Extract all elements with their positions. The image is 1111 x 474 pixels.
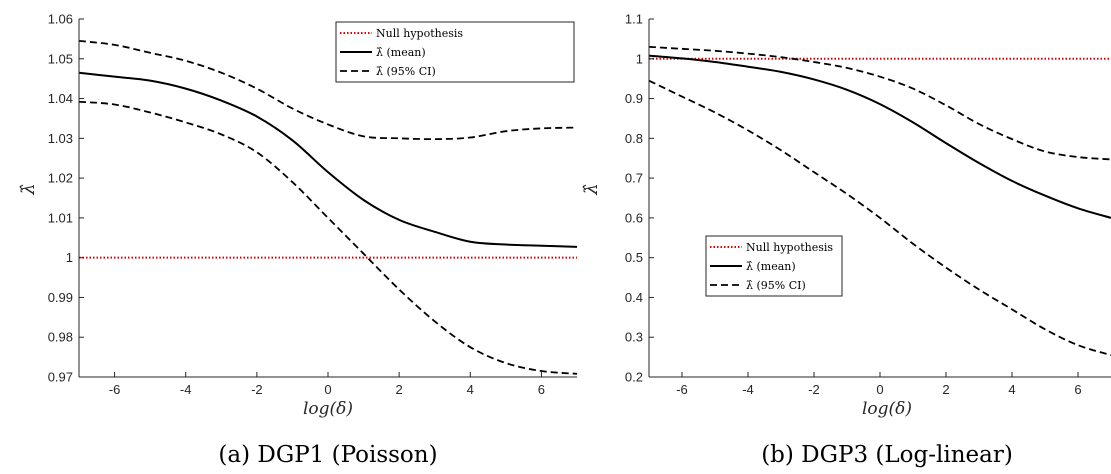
chart-b-ci-upper-line: [648, 45, 1111, 161]
chart-b-legend-label: λ̂ (95% CI): [746, 279, 806, 292]
chart-b-ytick-label: 0.6: [625, 210, 643, 225]
chart-a-xtick-label: -6: [109, 382, 121, 397]
chart-b-ytick-label: 1: [636, 51, 643, 66]
chart-b-ytick-label: 0.5: [625, 250, 643, 265]
chart-a-ytick-label: 1.06: [48, 12, 73, 27]
chart-a-ytick-label: 0.97: [48, 370, 73, 385]
chart-a-xtick-label: 4: [467, 382, 474, 397]
chart-panel-a: -6 -4 -2 0 2 4 6 0.97 0.98 0.99 1 1.01 1.02 1.03 1.04 1…: [18, 12, 578, 468]
chart-a-ytick-label: 1.03: [48, 131, 73, 146]
chart-b-legend: Null hypothesis λ̂ (mean) λ̂ (95% CI): [705, 235, 843, 297]
chart-a-marks: [78, 39, 578, 375]
chart-b-mean-line: [648, 54, 1111, 219]
chart-a-ci-lower-line: [78, 100, 578, 375]
chart-b-ytick-label: 0.3: [625, 330, 643, 345]
chart-a-xtick-label: 6: [538, 382, 545, 397]
chart-a-ytick-label: 1.02: [48, 171, 73, 186]
chart-a-caption: (a) DGP1 (Poisson): [218, 442, 437, 468]
chart-a-legend-label: Null hypothesis: [376, 27, 463, 40]
chart-a-ticks: -6 -4 -2 0 2 4 6 0.97 0.98 0.99 1 1.01 1.02 1.03 1.04 1…: [48, 12, 577, 397]
chart-panel-b: -6 -4 -2 0 2 4 6 0.2 0.3 0.4 0.5 0.6 0.7 0.8 0.9 1 1.1 N…: [581, 12, 1111, 468]
chart-a-ytick-label: 1.01: [48, 210, 73, 225]
chart-b-ytick-label: 0.9: [625, 91, 643, 106]
chart-b-ytick-label: 0.2: [625, 370, 643, 385]
chart-b-legend-label: Null hypothesis: [746, 241, 833, 254]
chart-a-legend-box: [335, 21, 575, 83]
chart-a-xtick-label: -2: [251, 382, 263, 397]
chart-a-ylabel: λ̂: [18, 183, 39, 195]
chart-a-ytick-label: 1: [66, 250, 73, 265]
chart-a-mean-line: [78, 71, 578, 248]
chart-b-xtick-label: -2: [808, 382, 820, 397]
chart-b-ytick-label: 0.4: [625, 290, 643, 305]
chart-a-legend: Null hypothesis λ̂ (mean) λ̂ (95% CI): [335, 21, 575, 83]
chart-a-xtick-label: 2: [396, 382, 403, 397]
chart-a-xlabel: log(δ): [303, 399, 353, 419]
chart-b-ylabel: λ̂: [581, 183, 602, 195]
chart-b-xtick-label: -6: [676, 382, 688, 397]
chart-b-xtick-label: 6: [1074, 382, 1081, 397]
chart-b-ticks: -6 -4 -2 0 2 4 6 0.2 0.3 0.4 0.5 0.6 0.7 0.8 0.9 1 1.1: [625, 12, 1111, 397]
chart-a-legend-label: λ̂ (mean): [376, 46, 426, 59]
chart-a-ci-upper-line: [78, 39, 578, 141]
chart-a-ytick-label: 1.04: [48, 91, 73, 106]
chart-b-caption: (b) DGP3 (Log-linear): [761, 442, 1013, 468]
chart-b-xtick-label: 2: [942, 382, 949, 397]
chart-b-marks: [648, 45, 1111, 356]
chart-b-xtick-label: 0: [876, 382, 883, 397]
chart-a-ytick-label: 0.98: [48, 330, 73, 345]
chart-b-legend-label: λ̂ (mean): [746, 260, 796, 273]
chart-b-xtick-label: -4: [742, 382, 754, 397]
chart-b-ytick-label: 0.7: [625, 171, 643, 186]
chart-a-legend-label: λ̂ (95% CI): [376, 65, 436, 78]
chart-b-ytick-label: 1.1: [625, 12, 643, 27]
chart-b-ytick-label: 0.8: [625, 131, 643, 146]
chart-b-xlabel: log(δ): [862, 399, 912, 419]
chart-a-ytick-label: 0.99: [48, 290, 73, 305]
chart-a-xtick-label: -4: [180, 382, 192, 397]
chart-b-ci-lower-line: [648, 79, 1111, 356]
chart-a-xtick-label: 0: [324, 382, 331, 397]
chart-a-ytick-label: 1.05: [48, 51, 73, 66]
chart-b-xtick-label: 4: [1008, 382, 1015, 397]
